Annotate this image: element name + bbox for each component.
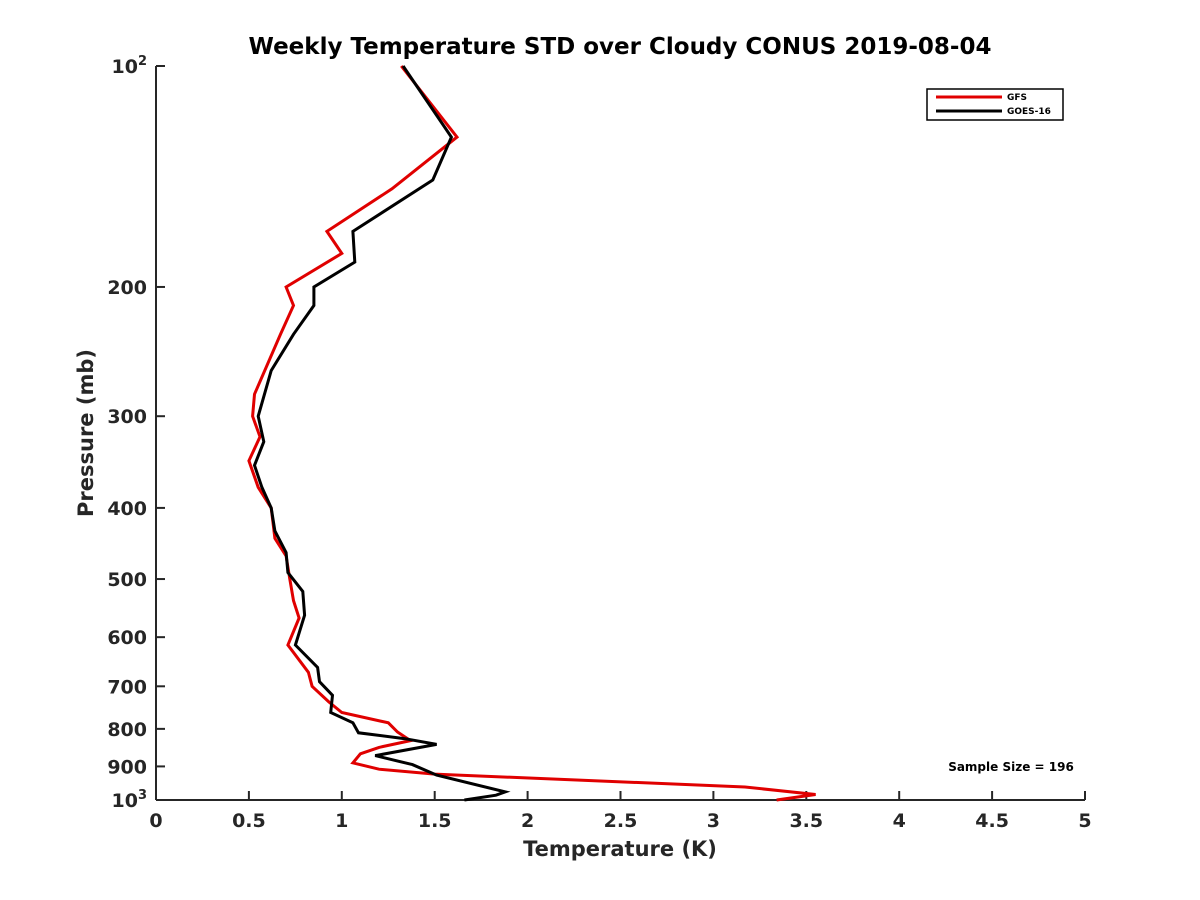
- sample-size-annotation: Sample Size = 196: [948, 760, 1074, 774]
- x-tick-label: 1: [335, 810, 348, 832]
- x-tick-label: 3.5: [789, 810, 823, 832]
- x-tick-label: 0: [149, 810, 162, 832]
- series-line-gfs: [247, 65, 816, 802]
- x-tick-label: 2.5: [604, 810, 638, 832]
- y-tick-label: 103: [112, 788, 148, 812]
- y-tick-label: 500: [107, 569, 147, 591]
- y-tick-label: 300: [107, 406, 147, 428]
- x-axis-title: Temperature (K): [523, 837, 717, 861]
- x-tick-label: 1.5: [418, 810, 452, 832]
- y-tick-label: 700: [107, 676, 147, 698]
- x-tick-label: 4: [893, 810, 906, 832]
- legend: GFS GOES-16: [926, 88, 1064, 121]
- y-tick-label: 900: [107, 756, 147, 778]
- legend-label-gfs: GFS: [1007, 93, 1027, 103]
- y-axis-title: Pressure (mb): [74, 349, 98, 517]
- x-tick-label: 2: [521, 810, 534, 832]
- y-tick-label: 102: [112, 54, 148, 78]
- y-tick-label: 600: [107, 627, 147, 649]
- plot-area: 0 0.5 1 1.5 2 2.5 3 3.5 4 4.5 5 102 200 300 400 500 600 7…: [107, 54, 1091, 832]
- x-tick-label: 4.5: [975, 810, 1009, 832]
- x-tick-label: 5: [1078, 810, 1091, 832]
- series-line-goes-16: [252, 65, 511, 802]
- legend-box: [926, 88, 1064, 121]
- y-tick-label: 400: [107, 498, 147, 520]
- x-tick-label: 0.5: [232, 810, 266, 832]
- x-tick-label: 3: [707, 810, 720, 832]
- legend-label-goes-16: GOES-16: [1007, 107, 1051, 117]
- y-tick-label: 800: [107, 719, 147, 741]
- y-tick-label: 200: [107, 277, 147, 299]
- chart-title: Weekly Temperature STD over Cloudy CONUS…: [249, 34, 992, 60]
